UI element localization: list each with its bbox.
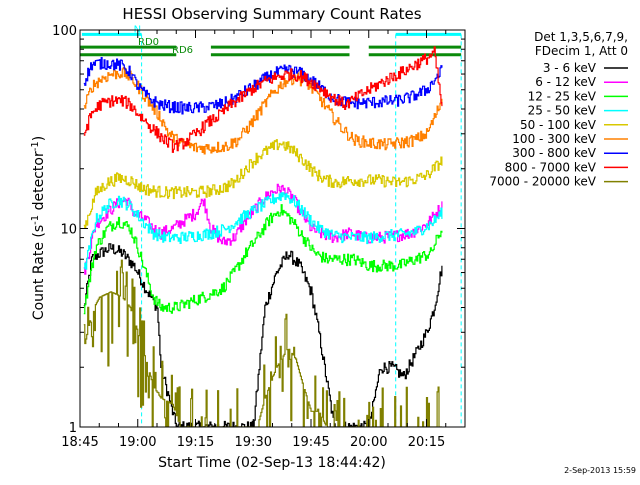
y-axis-label-sup2: -1 [30, 141, 41, 151]
y-axis-label-sup: -1 [30, 215, 41, 225]
legend-header-line-2: FDecim 1, Att 0 [535, 44, 628, 58]
series-line [83, 57, 443, 115]
y-axis-label-part: Count Rate (s [31, 225, 47, 320]
series-line [83, 46, 443, 153]
x-axis-label: Start Time (02-Sep-13 18:44:42) [158, 455, 386, 471]
legend-entry-label: 100 - 300 keV [512, 132, 596, 146]
series-line [83, 243, 443, 427]
legend-entry-label: 3 - 6 keV [543, 61, 597, 75]
y-axis-label: Count Rate (s-1 detector-1) [30, 136, 47, 320]
legend-entry-label: 12 - 25 keV [528, 89, 597, 103]
y-axis-label-end: ) [31, 136, 47, 141]
footer-date: 2-Sep-2013 15:59 [564, 466, 636, 475]
x-tick-label: 20:15 [408, 435, 445, 450]
series-line [83, 66, 443, 155]
x-tick-label: 19:30 [235, 435, 272, 450]
x-tick-label: 19:00 [119, 435, 156, 450]
flag-label: RD6 [172, 45, 193, 56]
x-tick-label: 19:45 [292, 435, 329, 450]
series-line [83, 139, 443, 228]
ticks-layer [79, 29, 465, 428]
y-tick-label: 100 [52, 24, 77, 39]
legend-entry-label: 300 - 800 keV [512, 146, 596, 160]
y-axis-tick-labels: 1 10 100 [52, 24, 77, 436]
y-tick-label: 1 [69, 421, 77, 436]
series-line [83, 192, 443, 270]
y-axis-label-part2: detector [31, 151, 47, 215]
x-tick-label: 19:15 [177, 435, 214, 450]
legend-header-line-1: Det 1,3,5,6,7,9, [534, 30, 628, 44]
series-line [83, 259, 442, 427]
x-axis-tick-labels: 18:45 19:00 19:15 19:30 19:45 20:00 20:15 [61, 435, 445, 450]
legend-entry-label: 6 - 12 keV [535, 75, 597, 89]
x-tick-label: 20:00 [350, 435, 387, 450]
flag-label: RD0 [138, 37, 159, 48]
series-line [83, 204, 443, 315]
x-tick-label: 18:45 [61, 435, 98, 450]
legend-entry-label: 25 - 50 keV [528, 104, 597, 118]
legend-entry-label: 50 - 100 keV [520, 118, 597, 132]
y-tick-label: 10 [60, 223, 77, 238]
legend-entry-label: 800 - 7000 keV [505, 160, 597, 174]
legend: Det 1,3,5,6,7,9, FDecim 1, Att 0 3 - 6 k… [489, 30, 628, 189]
chart-title: HESSI Observing Summary Count Rates [122, 5, 421, 23]
legend-entry-label: 7000 - 20000 keV [489, 175, 596, 189]
series-layer [83, 46, 443, 427]
